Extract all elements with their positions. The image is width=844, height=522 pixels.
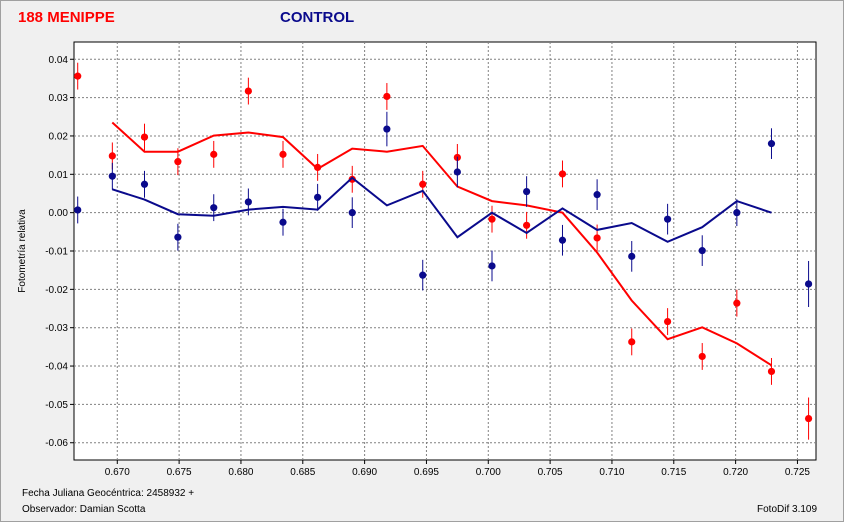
control-data-point [108, 172, 116, 180]
y-tick-label: -0.04 [45, 362, 68, 373]
y-tick-label: 0.00 [49, 208, 69, 219]
control-data-point [664, 215, 672, 223]
control-data-point [74, 206, 82, 214]
x-tick-label: 0.690 [352, 467, 377, 478]
grid [74, 42, 816, 460]
x-tick-label: 0.710 [599, 467, 624, 478]
object-data-point [314, 163, 322, 171]
control-data-point [558, 236, 567, 244]
observer-label: Observador: Damian Scotta [22, 504, 146, 515]
x-tick-label: 0.715 [661, 467, 686, 478]
y-tick-label: -0.01 [45, 247, 68, 258]
object-data-point [140, 133, 149, 141]
y-tick-label: -0.03 [45, 323, 68, 334]
control-title: CONTROL [280, 9, 355, 26]
control-data-point [767, 140, 776, 148]
object-data-point [628, 338, 636, 346]
object-data-point [698, 352, 706, 361]
object-data-point [210, 150, 218, 158]
control-data-point [348, 209, 356, 217]
x-tick-label: 0.680 [228, 467, 253, 478]
object-data-point [279, 150, 287, 158]
software-label: FotoDif 3.109 [757, 504, 818, 515]
y-tick-label: -0.06 [45, 438, 68, 449]
control-data-point [210, 204, 218, 212]
control-data-point [593, 191, 601, 199]
control-data-point [453, 168, 461, 176]
control-data-point [419, 271, 427, 279]
y-axis-label: Fotometría relativa [17, 209, 28, 293]
object-data-point [558, 170, 567, 178]
x-tick-label: 0.685 [290, 467, 315, 478]
y-tick-label: -0.02 [45, 285, 68, 296]
object-data-point [804, 414, 813, 423]
object-data-point [523, 221, 531, 229]
x-tick-label: 0.695 [414, 467, 439, 478]
object-data-point [348, 175, 356, 183]
control-data-point [628, 252, 636, 260]
y-axis: -0.06 -0.05 -0.04 -0.03 -0.02 -0.01 0.00 0.01 0.… [45, 55, 74, 449]
x-tick-label: 0.670 [105, 467, 130, 478]
object-data-point [244, 87, 252, 95]
y-tick-label: 0.01 [49, 170, 69, 181]
object-data-point [733, 299, 741, 307]
control-series [74, 111, 813, 307]
y-tick-label: -0.05 [45, 400, 68, 411]
control-data-point [383, 125, 391, 133]
object-series [74, 62, 813, 440]
object-data-point [74, 72, 82, 80]
y-tick-label: 0.02 [49, 131, 69, 142]
y-tick-label: 0.04 [49, 55, 69, 66]
x-tick-label: 0.725 [785, 467, 810, 478]
control-data-point [244, 198, 252, 206]
x-tick-label: 0.675 [167, 467, 192, 478]
x-axis: 0.670 0.675 0.680 0.685 0.690 0.695 0.700 0.705… [105, 460, 810, 478]
control-data-point [733, 209, 741, 217]
object-trend-line [111, 121, 773, 367]
object-data-point [419, 180, 427, 188]
date-label: Fecha Juliana Geocéntrica: 2458932 + [22, 488, 195, 499]
object-data-point [174, 158, 182, 166]
control-data-point [698, 247, 706, 255]
x-tick-label: 0.720 [723, 467, 748, 478]
y-tick-label: 0.03 [49, 93, 69, 104]
object-data-point [593, 234, 601, 242]
control-data-point [174, 233, 182, 241]
control-data-point [279, 218, 287, 226]
x-tick-label: 0.705 [538, 467, 563, 478]
control-data-point [140, 180, 149, 188]
object-data-point [108, 152, 116, 160]
control-data-point [804, 280, 813, 288]
control-data-point [523, 187, 531, 196]
x-tick-label: 0.700 [476, 467, 501, 478]
object-data-point [383, 92, 391, 101]
object-title: 188 MENIPPE [18, 9, 115, 26]
data-series [74, 62, 813, 440]
control-trend-line [111, 176, 772, 243]
object-data-point [767, 367, 776, 376]
object-data-point [664, 317, 672, 326]
control-data-point [314, 193, 322, 201]
control-data-point [488, 262, 496, 270]
object-data-point [488, 215, 496, 223]
